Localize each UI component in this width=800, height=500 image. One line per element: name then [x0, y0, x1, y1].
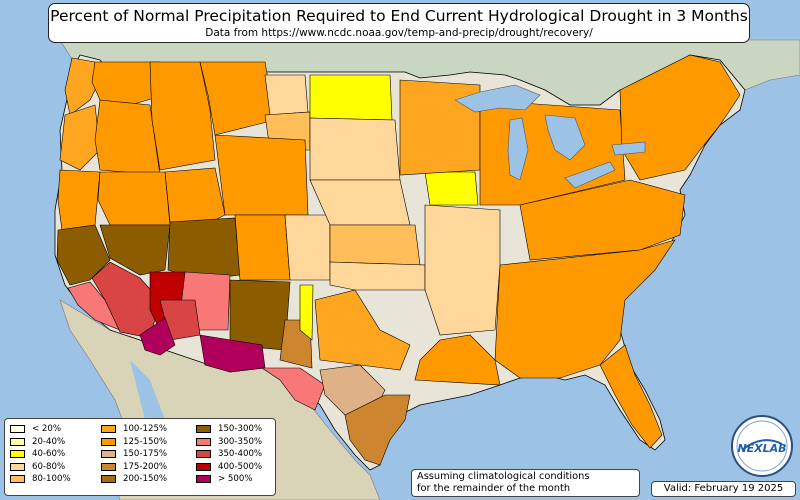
region-florida: [599, 344, 663, 449]
legend: < 20% 20-40% 40-60% 60-80% 80-100% 100-1…: [4, 418, 276, 496]
legend-item: 80-100%: [10, 473, 71, 486]
legend-label: 40-60%: [32, 449, 66, 460]
region-central-california: [56, 224, 111, 286]
region-texas-north: [314, 289, 411, 371]
legend-swatch: [196, 450, 211, 459]
legend-item: 175-200%: [101, 461, 167, 474]
map-title: Percent of Normal Precipitation Required…: [50, 7, 748, 25]
region-texas-east-coast: [344, 394, 411, 466]
region-gulf-coast: [414, 334, 501, 386]
region-oklahoma: [329, 261, 426, 291]
legend-item: 200-150%: [101, 473, 167, 486]
region-north-dakota-west: [309, 74, 393, 121]
map-subtitle: Data from https://www.ncdc.noaa.gov/temp…: [205, 27, 593, 39]
legend-swatch: [101, 450, 116, 459]
region-midwest: [399, 79, 481, 176]
legend-label: 20-40%: [32, 436, 66, 447]
legend-column-1: < 20% 20-40% 40-60% 60-80% 80-100%: [10, 423, 71, 486]
legend-label: 150-175%: [123, 449, 168, 460]
legend-label: 60-80%: [32, 461, 66, 472]
legend-swatch: [10, 437, 25, 446]
region-mid-atlantic: [519, 179, 686, 261]
lake-michigan: [507, 117, 529, 181]
legend-swatch: [196, 425, 211, 434]
region-texas-panhandle-strip: [299, 284, 314, 341]
legend-item: 100-125%: [101, 423, 167, 436]
assumption-note: Assuming climatological conditions for t…: [411, 469, 640, 497]
region-new-mexico-south: [199, 334, 266, 373]
note-line-1: Assuming climatological conditions: [417, 471, 590, 482]
legend-item: 150-175%: [101, 448, 167, 461]
region-montana-east: [264, 74, 309, 116]
legend-swatch: [196, 437, 211, 446]
legend-item: 40-60%: [10, 448, 71, 461]
legend-swatch: [101, 437, 116, 446]
legend-item: > 500%: [196, 473, 262, 486]
region-colorado-west: [234, 214, 291, 281]
legend-label: 175-200%: [123, 461, 168, 472]
region-nevada-north: [97, 171, 171, 226]
legend-label: 150-300%: [218, 424, 263, 435]
legend-label: 125-150%: [123, 436, 168, 447]
region-northern-california: [57, 169, 101, 231]
legend-label: < 20%: [32, 424, 62, 435]
title-box: Percent of Normal Precipitation Required…: [48, 3, 750, 43]
legend-label: > 500%: [218, 474, 253, 485]
legend-item: 300-350%: [196, 436, 262, 449]
legend-label: 300-350%: [218, 436, 263, 447]
valid-date: Valid: February 19 2025: [651, 481, 796, 497]
logo-outer-ring: [731, 415, 793, 477]
legend-item: 400-500%: [196, 461, 262, 474]
legend-swatch: [101, 425, 116, 434]
lake-erie: [564, 161, 616, 189]
legend-swatch: [196, 475, 211, 484]
legend-column-3: 150-300% 300-350% 350-400% 400-500% > 50…: [196, 423, 262, 486]
legend-item: 150-300%: [196, 423, 262, 436]
region-iowa-yellow: [424, 171, 479, 206]
logo-text: NEXLAB: [737, 442, 786, 455]
region-montana-west: [199, 61, 276, 136]
nexlab-logo: NEXLAB: [731, 415, 793, 477]
region-kansas: [329, 224, 421, 266]
lake-ontario: [611, 141, 646, 156]
legend-swatch: [196, 462, 211, 471]
region-plains-north: [309, 117, 401, 181]
legend-swatch: [101, 462, 116, 471]
legend-item: 20-40%: [10, 436, 71, 449]
legend-item: 125-150%: [101, 436, 167, 449]
legend-swatch: [10, 425, 25, 434]
region-wyoming: [214, 134, 309, 216]
region-lower-mississippi: [424, 204, 501, 336]
legend-swatch: [10, 475, 25, 484]
legend-label: 80-100%: [32, 474, 71, 485]
legend-item: 350-400%: [196, 448, 262, 461]
note-line-2: for the remainder of the month: [417, 483, 571, 494]
logo-swoosh: [741, 439, 783, 451]
legend-item: 60-80%: [10, 461, 71, 474]
logo-inner-ring: [736, 420, 788, 472]
region-oregon-coast: [59, 104, 101, 171]
region-new-mexico-north: [229, 279, 291, 351]
region-northeast: [619, 54, 741, 181]
region-southeast: [494, 239, 676, 379]
legend-label: 100-125%: [123, 424, 168, 435]
legend-swatch: [101, 475, 116, 484]
legend-label: 350-400%: [218, 449, 263, 460]
region-utah-south: [167, 217, 241, 281]
lake-superior: [454, 84, 541, 113]
region-utah: [164, 167, 226, 226]
legend-swatch: [10, 462, 25, 471]
legend-label: 400-500%: [218, 461, 263, 472]
legend-column-2: 100-125% 125-150% 150-175% 175-200% 200-…: [101, 423, 167, 486]
legend-swatch: [10, 450, 25, 459]
region-arizona-south: [139, 317, 176, 356]
region-texas-west: [261, 367, 326, 411]
region-oregon-interior: [94, 99, 161, 176]
legend-item: < 20%: [10, 423, 71, 436]
legend-label: 200-150%: [123, 474, 168, 485]
region-colorado-east: [284, 214, 331, 281]
lake-huron: [544, 114, 586, 161]
